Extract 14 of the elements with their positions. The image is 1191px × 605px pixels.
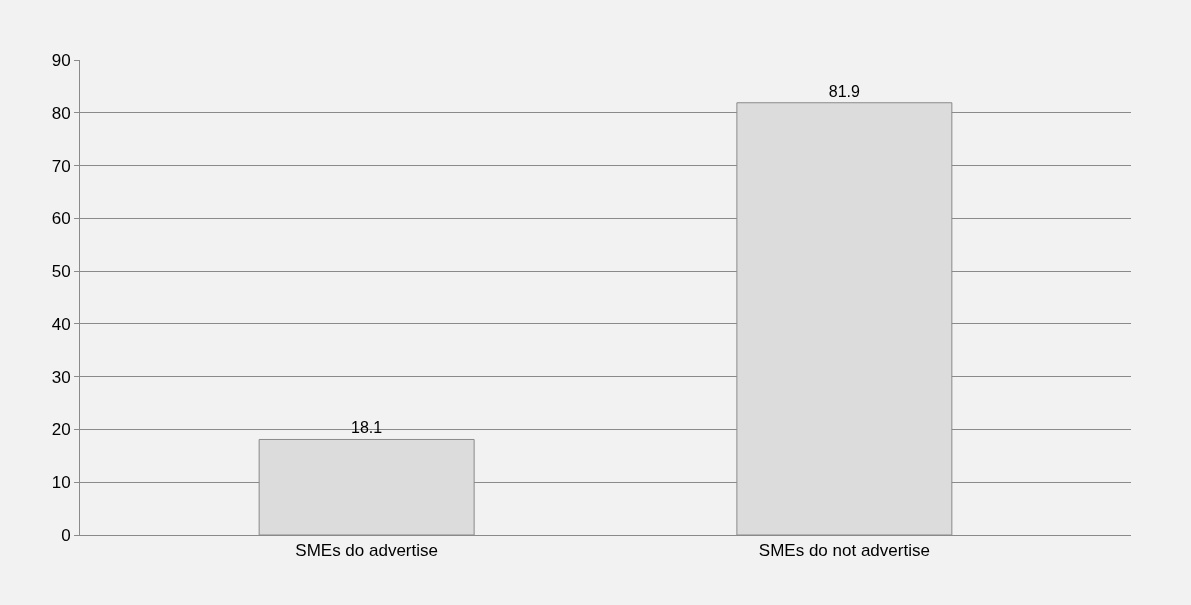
- y-tick-label: 70: [51, 156, 71, 176]
- data-label: 81.9: [828, 82, 860, 100]
- y-tick-label: 90: [51, 50, 71, 70]
- y-tick-label: 50: [51, 262, 71, 282]
- y-tick-label: 0: [61, 525, 71, 545]
- y-tick-label: 20: [51, 420, 71, 440]
- y-tick-label: 10: [51, 473, 71, 493]
- y-tick-label: 40: [51, 314, 71, 334]
- y-tick-label: 30: [51, 367, 71, 387]
- y-tick-label: 80: [51, 103, 71, 123]
- x-tick-label: SMEs do advertise: [295, 541, 438, 561]
- data-label: 18.1: [351, 419, 383, 437]
- x-tick-label: SMEs do not advertise: [758, 541, 930, 561]
- y-tick-label: 60: [51, 209, 71, 229]
